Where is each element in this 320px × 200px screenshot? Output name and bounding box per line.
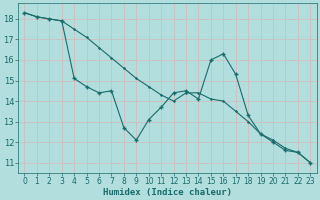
X-axis label: Humidex (Indice chaleur): Humidex (Indice chaleur) xyxy=(103,188,232,197)
